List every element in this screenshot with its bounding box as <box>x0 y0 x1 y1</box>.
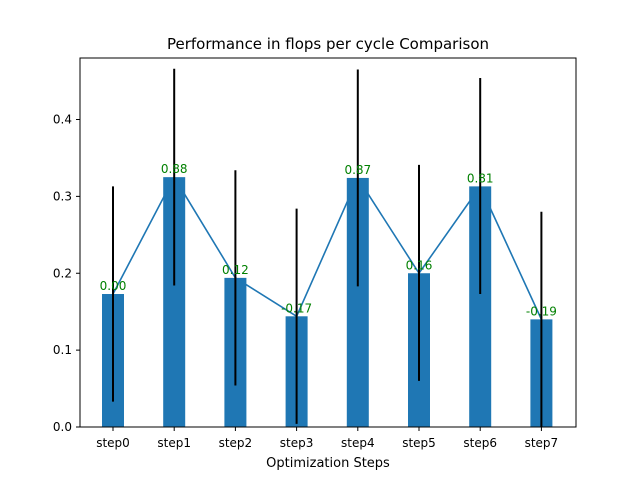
chart-title: Performance in flops per cycle Compariso… <box>167 35 489 53</box>
data-label: 0.12 <box>222 263 249 277</box>
data-label: 0.00 <box>100 279 127 293</box>
data-label: -0.19 <box>526 304 557 318</box>
bar <box>469 186 492 427</box>
data-label: -0.17 <box>281 301 312 315</box>
x-tick-label: step6 <box>463 436 497 450</box>
y-tick-label: 0.1 <box>53 343 72 357</box>
x-axis-label: Optimization Steps <box>266 456 390 471</box>
x-tick-label: step2 <box>219 436 253 450</box>
data-label: 0.81 <box>467 171 494 185</box>
data-label: 0.88 <box>161 162 188 176</box>
series-line <box>112 175 543 320</box>
data-label: 0.16 <box>406 258 433 272</box>
x-tick-label: step0 <box>96 436 130 450</box>
x-tick-label: step7 <box>525 436 559 450</box>
data-label: 0.87 <box>344 163 371 177</box>
y-tick-label: 0.4 <box>53 113 72 127</box>
x-tick-label: step3 <box>280 436 314 450</box>
plot-area: 0.00 0.88 0.12 -0.17 0.87 0.16 0.81 -0.19 step0 s… <box>53 68 559 450</box>
bar <box>346 177 369 427</box>
x-tick-label: step1 <box>157 436 191 450</box>
y-tick-label: 0.3 <box>53 189 72 203</box>
bar <box>163 177 186 427</box>
x-tick-label: step5 <box>402 436 436 450</box>
y-tick-label: 0.0 <box>53 420 72 434</box>
x-tick-label: step4 <box>341 436 375 450</box>
y-tick-label: 0.2 <box>53 266 72 280</box>
plot-frame <box>79 57 577 428</box>
